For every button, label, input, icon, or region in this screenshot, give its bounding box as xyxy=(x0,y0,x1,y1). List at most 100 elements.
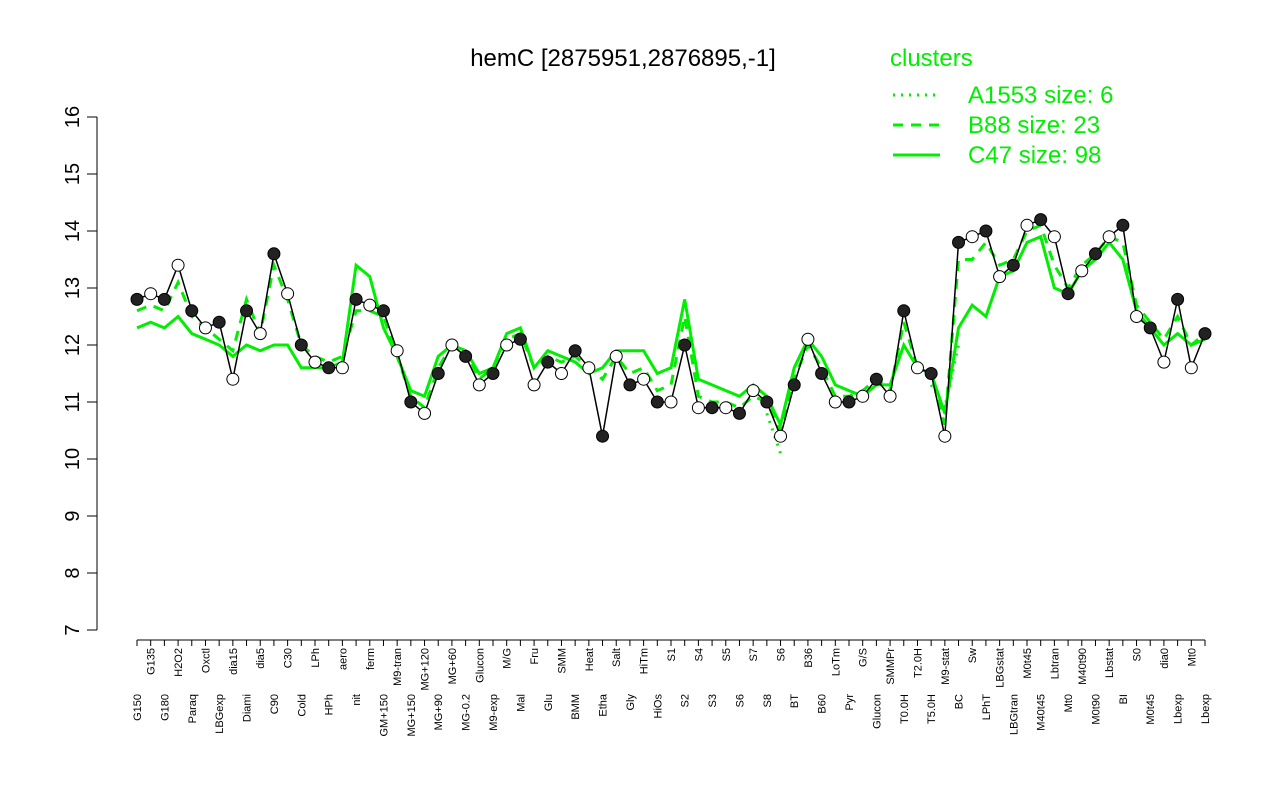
x-tick-label: LoTm xyxy=(830,648,842,676)
legend-title: clusters xyxy=(890,45,973,72)
x-tick-label: B60 xyxy=(817,694,829,714)
x-tick-label: HiTm xyxy=(639,648,651,674)
data-point xyxy=(993,270,1007,284)
data-point xyxy=(828,395,842,409)
data-point xyxy=(582,361,596,375)
x-tick-label: T2.0H xyxy=(912,648,924,678)
x-tick-label: M40t45 xyxy=(1036,694,1048,731)
data-point xyxy=(1116,218,1130,232)
data-point xyxy=(1020,218,1034,232)
x-tick-label: Fru xyxy=(529,648,541,665)
data-point xyxy=(609,349,623,363)
x-tick-label: Lbexp xyxy=(1200,694,1212,724)
data-point xyxy=(294,338,308,352)
data-point xyxy=(376,304,390,318)
x-tick-label: G135 xyxy=(146,648,158,675)
data-point xyxy=(897,304,911,318)
x-tick-label: BT xyxy=(789,694,801,708)
y-tick-label: 15 xyxy=(62,163,84,185)
x-tick-label: LBGtran xyxy=(1008,694,1020,735)
x-tick-label: GM+150 xyxy=(378,694,390,737)
chart-title: hemC [2875951,2876895,-1] xyxy=(470,45,776,72)
x-tick-label: MG-0.2 xyxy=(461,694,473,731)
data-point xyxy=(910,361,924,375)
x-tick-label: G150 xyxy=(132,694,144,721)
data-point xyxy=(459,349,473,363)
y-tick-label: 12 xyxy=(62,334,84,356)
x-tick-label: S4 xyxy=(693,648,705,661)
x-tick-label: Mal xyxy=(515,694,527,712)
x-tick-label: SMMPr xyxy=(885,648,897,685)
y-tick-label: 16 xyxy=(62,106,84,128)
data-point xyxy=(472,378,486,392)
x-tick-label: LBGexp xyxy=(214,694,226,734)
data-point xyxy=(869,372,883,386)
data-point xyxy=(144,287,158,301)
y-tick-label: 10 xyxy=(62,448,84,470)
x-tick-label: S8 xyxy=(762,694,774,707)
x-tick-label: nit xyxy=(351,694,363,706)
data-point xyxy=(979,224,993,238)
x-tick-label: Oxctl xyxy=(200,648,212,673)
x-tick-label: LPhT xyxy=(981,694,993,721)
data-point xyxy=(500,338,514,352)
y-tick-label: 9 xyxy=(62,510,84,521)
x-tick-label: Lbtran xyxy=(1049,648,1061,679)
x-tick-label: dia15 xyxy=(228,648,240,675)
x-tick-label: SMM xyxy=(556,648,568,674)
data-point xyxy=(1034,213,1048,227)
data-point xyxy=(801,332,815,346)
data-point xyxy=(267,247,281,261)
data-point xyxy=(198,321,212,335)
data-point xyxy=(1075,264,1089,278)
data-point xyxy=(226,372,240,386)
x-tick-label: dia0 xyxy=(1159,648,1171,669)
data-point xyxy=(842,395,856,409)
x-tick-label: S6 xyxy=(776,648,788,661)
data-point xyxy=(363,298,377,312)
x-tick-label: Gly xyxy=(625,694,637,711)
x-tick-label: S0 xyxy=(1132,648,1144,661)
x-tick-label: B36 xyxy=(803,648,815,668)
x-tick-label: M9-stat xyxy=(940,648,952,685)
x-tick-label: LBGstat xyxy=(995,648,1007,688)
data-point xyxy=(431,367,445,380)
data-point xyxy=(541,355,555,369)
y-tick-label: 13 xyxy=(62,277,84,299)
data-point xyxy=(185,304,199,318)
x-tick-label: Glucon xyxy=(871,694,883,729)
data-point xyxy=(1130,310,1144,323)
data-point xyxy=(1047,230,1061,244)
x-tick-label: Glu xyxy=(543,694,555,711)
x-tick-label: HiOs xyxy=(652,694,664,719)
x-tick-label: C30 xyxy=(283,648,295,668)
x-tick-label: Pyr xyxy=(844,694,856,711)
data-point xyxy=(253,327,267,341)
x-tick-label: Cold xyxy=(296,694,308,717)
data-point xyxy=(1143,321,1157,335)
x-tick-label: M9-exp xyxy=(488,694,500,731)
data-point xyxy=(212,315,226,329)
data-point xyxy=(130,292,144,306)
data-point xyxy=(1157,355,1171,369)
x-tick-label: H2O2 xyxy=(173,648,185,677)
x-tick-label: Etha xyxy=(598,693,610,717)
x-tick-label: Heat xyxy=(584,648,596,671)
x-tick-label: Glucon xyxy=(474,648,486,683)
data-point xyxy=(390,344,404,358)
x-tick-label: MG+60 xyxy=(447,648,459,684)
x-tick-label: Salt xyxy=(611,648,623,667)
data-point xyxy=(1184,361,1198,375)
data-point xyxy=(335,361,349,375)
y-tick-label: 7 xyxy=(62,624,84,635)
data-point xyxy=(486,367,500,380)
data-point xyxy=(774,429,788,443)
data-point xyxy=(157,292,171,306)
data-point xyxy=(678,338,692,352)
data-point xyxy=(732,406,746,420)
x-tick-label: Lbstat xyxy=(1104,648,1116,678)
data-point xyxy=(418,406,432,420)
data-point xyxy=(349,292,363,306)
legend-label: A1553 size: 6 xyxy=(968,82,1113,109)
